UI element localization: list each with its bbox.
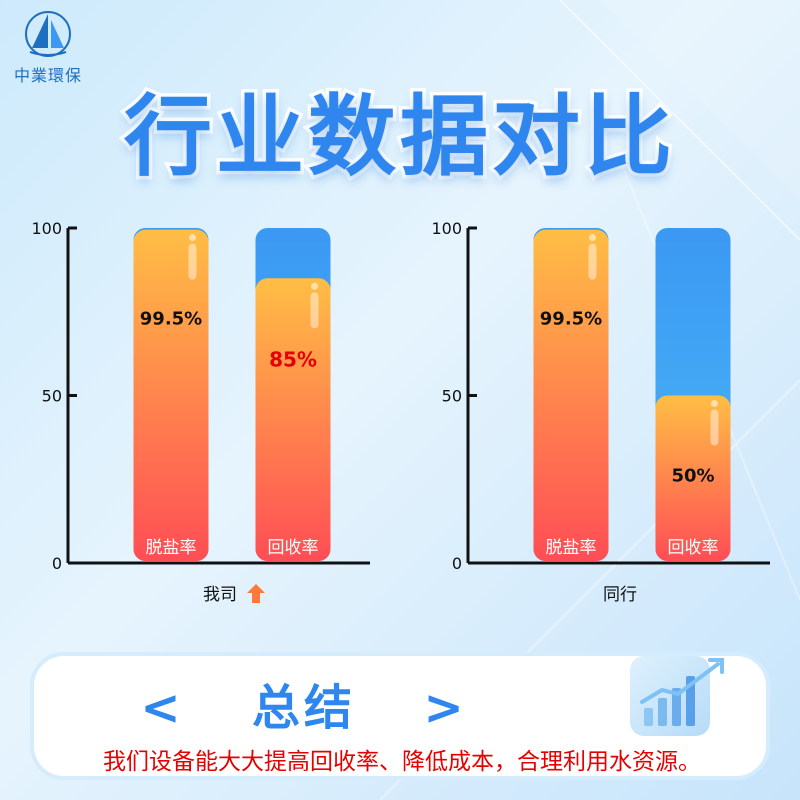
bar xyxy=(655,395,731,561)
category-label: 脱盐率 xyxy=(546,538,597,558)
x-axis-label: 同行 xyxy=(603,585,637,605)
up-arrow-icon xyxy=(247,584,265,603)
page-title: 行业数据对比 xyxy=(120,82,676,192)
bar-highlight xyxy=(188,243,197,280)
summary-bracket-left: < xyxy=(140,680,185,736)
category-label: 脱盐率 xyxy=(146,538,197,558)
data-label: 99.5% xyxy=(140,309,202,330)
data-label: 50% xyxy=(671,466,714,487)
y-tick-label: 100 xyxy=(31,219,62,238)
x-axis-label: 我司 xyxy=(203,585,237,605)
summary-bracket-right: > xyxy=(423,680,468,736)
chart-ours: 0 50 100 99.5% 脱盐率 85% 回收率我司 xyxy=(0,210,400,610)
y-tick-label: 50 xyxy=(42,387,62,406)
bar-highlight xyxy=(588,243,597,280)
brand-logo: 中業環保 xyxy=(8,8,88,88)
bar-highlight xyxy=(710,409,719,446)
y-tick-label: 0 xyxy=(452,554,462,573)
data-label: 85% xyxy=(269,347,317,371)
summary-heading: < 总结 > xyxy=(34,668,574,738)
category-label: 回收率 xyxy=(668,538,719,558)
summary-title: 总结 xyxy=(251,680,356,736)
bar-highlight xyxy=(310,292,319,329)
bar-highlight-dot xyxy=(589,234,596,242)
brand-name: 中業環保 xyxy=(13,66,82,85)
summary-text: 我们设备能大大提高回收率、降低成本，合理利用水资源。 xyxy=(103,749,701,775)
chart-peers: 0 50 100 99.5% 脱盐率 50% 回收率同行 xyxy=(400,210,800,610)
y-tick-label: 100 xyxy=(431,219,462,238)
bar xyxy=(533,229,609,562)
bar-highlight-dot xyxy=(711,400,718,407)
bar-highlight-dot xyxy=(311,282,318,290)
bar xyxy=(133,229,209,562)
growth-chart-icon xyxy=(622,646,742,746)
sailboat-icon xyxy=(8,8,88,60)
y-tick-label: 0 xyxy=(52,554,62,573)
category-label: 回收率 xyxy=(268,538,319,558)
data-label: 99.5% xyxy=(540,309,602,330)
summary-card: < 总结 > 我们设备能大大提高回收率、降低成本，合理利用水资源。 xyxy=(30,652,770,780)
bar-highlight-dot xyxy=(189,234,196,242)
bar xyxy=(255,278,331,561)
y-tick-label: 50 xyxy=(442,387,462,406)
